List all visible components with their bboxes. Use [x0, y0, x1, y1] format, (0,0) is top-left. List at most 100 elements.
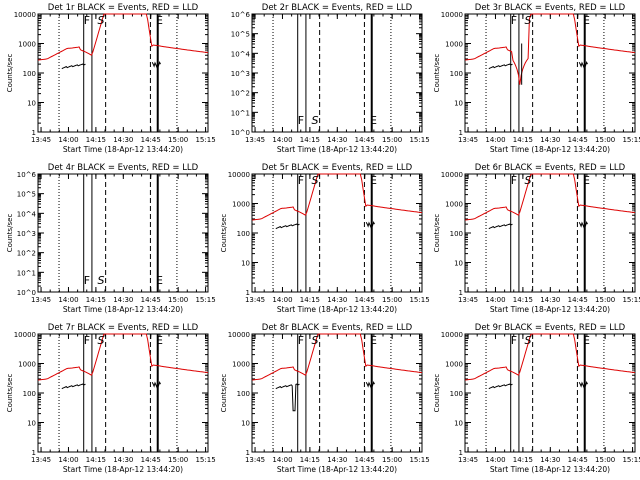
x-tick-label: 14:30	[113, 296, 133, 304]
marker-label-s: S	[311, 334, 318, 347]
x-axis-label: Start Time (18-Apr-12 13:44:20)	[490, 465, 610, 474]
x-tick-label: 13:45	[458, 296, 478, 304]
x-tick-label: 14:30	[327, 456, 347, 464]
y-axis-label: Counts/sec	[6, 214, 14, 253]
marker-label-e: E	[583, 14, 590, 27]
marker-label-f: F	[84, 334, 90, 347]
y-tick-label: 10000	[228, 331, 250, 339]
x-axis-label: Start Time (18-Apr-12 13:44:20)	[63, 145, 183, 154]
lld-rate-curve	[464, 173, 636, 221]
x-tick-label: 13:45	[458, 136, 478, 144]
x-tick-label: 14:45	[568, 456, 588, 464]
y-tick-label: 1	[459, 449, 463, 457]
panel-title: Det 1r BLACK = Events, RED = LLD	[48, 3, 199, 13]
events-rate-curve	[61, 63, 86, 70]
plot-frame	[464, 173, 636, 293]
x-tick-label: 15:00	[382, 456, 402, 464]
plot-frame	[464, 13, 636, 133]
marker-label-f: F	[84, 274, 90, 287]
x-axis-label: Start Time (18-Apr-12 13:44:20)	[277, 465, 397, 474]
y-tick-label: 10000	[14, 11, 36, 19]
y-tick-label: 10^5	[17, 191, 36, 199]
y-tick-label: 10	[241, 260, 250, 268]
x-tick-label: 14:45	[355, 456, 375, 464]
x-tick-label: 15:00	[382, 296, 402, 304]
y-tick-label: 1	[32, 129, 36, 137]
plot-frame	[464, 333, 636, 453]
x-tick-label: 14:00	[485, 456, 505, 464]
x-tick-label: 14:30	[540, 136, 560, 144]
plot-frame	[251, 13, 423, 133]
y-tick-label: 100	[23, 390, 36, 398]
events-rate-curve	[151, 380, 161, 389]
marker-label-s: S	[311, 114, 318, 127]
events-rate-curve	[151, 60, 161, 69]
events-rate-curve	[275, 223, 300, 230]
y-tick-label: 1000	[445, 201, 463, 209]
x-tick-label: 13:45	[31, 296, 51, 304]
x-axis-label: Start Time (18-Apr-12 13:44:20)	[277, 305, 397, 314]
y-axis-label: Counts/sec	[220, 374, 228, 413]
marker-label-e: E	[583, 174, 590, 187]
x-tick-label: 14:15	[513, 296, 533, 304]
x-tick-label: 14:15	[513, 136, 533, 144]
x-tick-label: 13:45	[245, 456, 265, 464]
plot-frame	[251, 173, 423, 293]
marker-label-s: S	[97, 14, 104, 27]
events-rate-curve	[488, 63, 513, 70]
x-tick-label: 14:15	[300, 136, 320, 144]
x-axis-label: Start Time (18-Apr-12 13:44:20)	[277, 145, 397, 154]
lld-rate-curve	[37, 13, 209, 61]
y-tick-label: 100	[237, 390, 250, 398]
x-tick-label: 14:00	[272, 456, 292, 464]
panel-det-7r: Det 7r BLACK = Events, RED = LLD 1 10 100 10…	[6, 323, 216, 474]
events-rate-curve	[578, 60, 588, 69]
x-tick-label: 13:45	[458, 456, 478, 464]
y-tick-label: 10^5	[231, 31, 250, 39]
y-tick-label: 1	[246, 449, 250, 457]
y-tick-label: 1000	[18, 361, 36, 369]
y-tick-label: 1000	[445, 361, 463, 369]
x-tick-label: 14:15	[86, 296, 106, 304]
x-tick-label: 15:00	[168, 456, 188, 464]
x-tick-label: 15:15	[195, 296, 215, 304]
plot-frame	[251, 333, 423, 453]
y-tick-label: 10	[27, 100, 36, 108]
y-tick-label: 10^0	[231, 129, 250, 137]
y-tick-label: 1	[459, 129, 463, 137]
marker-label-s: S	[311, 174, 318, 187]
events-rate-curve	[488, 383, 513, 390]
marker-label-s: S	[524, 174, 531, 187]
x-tick-label: 14:45	[568, 296, 588, 304]
marker-label-s: S	[97, 334, 104, 347]
panel-title: Det 2r BLACK = Events, RED = LLD	[262, 3, 413, 13]
x-tick-label: 15:15	[622, 456, 640, 464]
y-tick-label: 1	[246, 289, 250, 297]
y-tick-label: 100	[450, 390, 463, 398]
y-tick-label: 1000	[232, 361, 250, 369]
x-tick-label: 14:45	[355, 136, 375, 144]
y-tick-label: 100	[237, 230, 250, 238]
marker-label-s: S	[97, 274, 104, 287]
marker-label-f: F	[511, 174, 517, 187]
y-tick-label: 100	[450, 70, 463, 78]
x-axis-label: Start Time (18-Apr-12 13:44:20)	[490, 305, 610, 314]
y-tick-label: 10^2	[17, 250, 36, 258]
y-tick-label: 10000	[441, 11, 463, 19]
x-tick-label: 15:15	[409, 136, 429, 144]
y-axis-label: Counts/sec	[6, 374, 14, 413]
panel-det-9r: Det 9r BLACK = Events, RED = LLD 1 10 100 10…	[433, 323, 640, 474]
x-tick-label: 15:00	[595, 136, 615, 144]
events-rate-curve	[365, 380, 375, 389]
x-tick-label: 14:45	[141, 456, 161, 464]
x-tick-label: 13:45	[31, 456, 51, 464]
y-tick-label: 10^3	[231, 70, 250, 78]
y-tick-label: 10^1	[231, 109, 250, 117]
x-tick-label: 15:15	[195, 456, 215, 464]
x-tick-label: 15:15	[622, 296, 640, 304]
events-rate-curve	[578, 220, 588, 229]
x-tick-label: 14:45	[568, 136, 588, 144]
panel-title: Det 5r BLACK = Events, RED = LLD	[262, 163, 413, 173]
x-tick-label: 13:45	[245, 136, 265, 144]
